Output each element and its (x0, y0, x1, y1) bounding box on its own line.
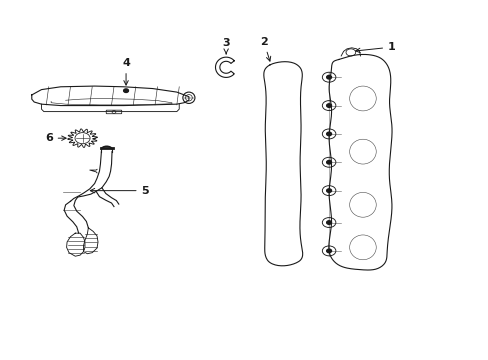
Text: 1: 1 (355, 42, 395, 53)
Circle shape (326, 221, 331, 224)
Circle shape (326, 161, 331, 164)
Circle shape (326, 249, 331, 253)
Circle shape (326, 189, 331, 192)
Text: 2: 2 (260, 37, 270, 61)
Circle shape (326, 76, 331, 79)
Circle shape (326, 132, 331, 136)
Text: 6: 6 (45, 133, 66, 143)
Text: 3: 3 (222, 38, 229, 54)
Circle shape (326, 104, 331, 107)
Text: 4: 4 (122, 58, 130, 85)
Circle shape (123, 89, 128, 93)
Text: 5: 5 (90, 186, 149, 195)
